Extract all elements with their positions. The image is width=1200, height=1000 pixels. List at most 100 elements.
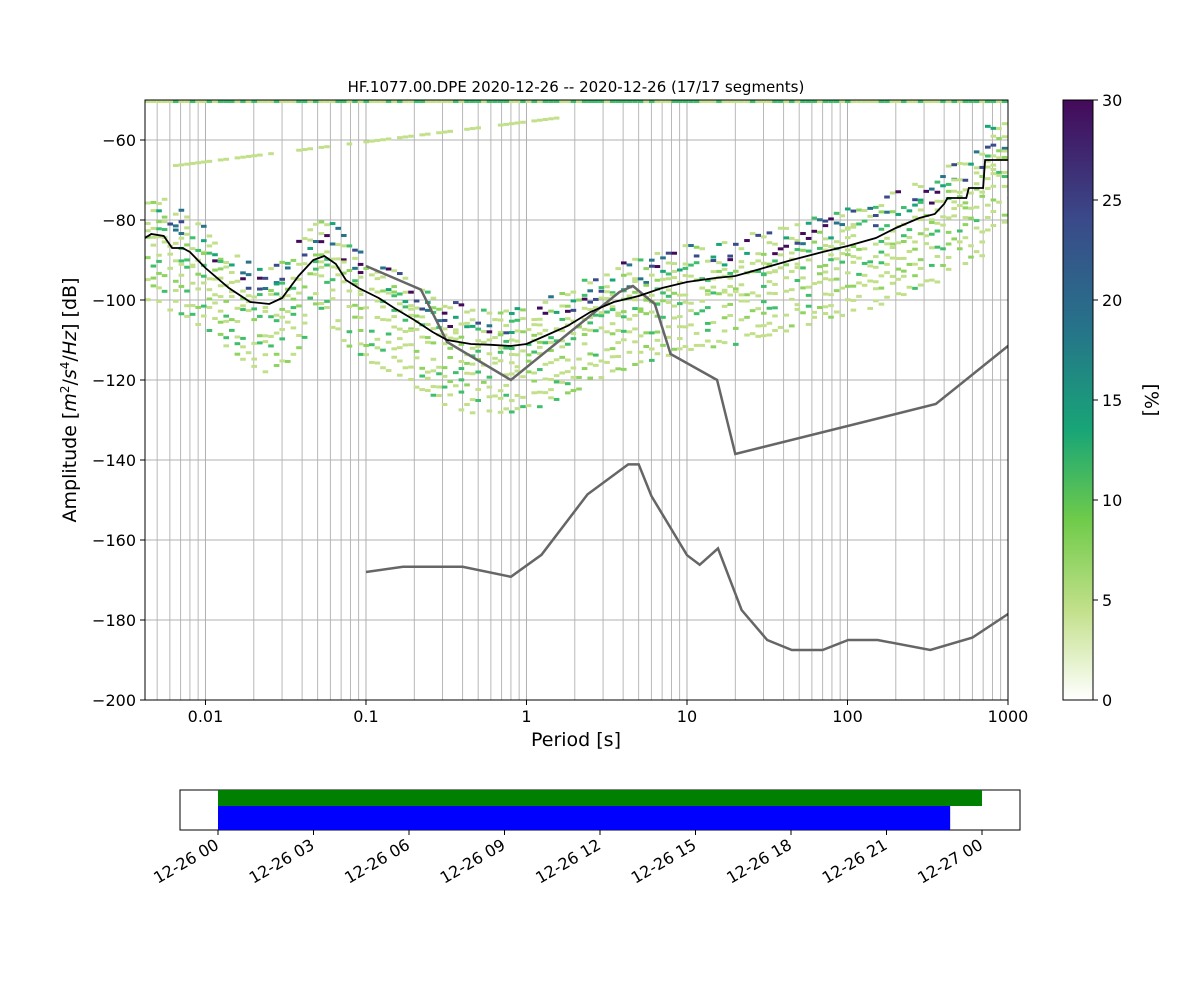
histogram-cell — [626, 330, 633, 334]
histogram-cell — [598, 311, 605, 315]
histogram-cell — [464, 383, 470, 387]
histogram-cell — [744, 239, 750, 243]
histogram-cell — [766, 280, 773, 284]
histogram-cell — [469, 318, 476, 322]
histogram-cell — [229, 263, 235, 267]
histogram-cell — [581, 333, 588, 337]
histogram-cell — [789, 236, 795, 240]
histogram-cell — [156, 202, 162, 206]
histogram-cell — [324, 100, 330, 103]
histogram-cell — [212, 268, 218, 272]
histogram-cell — [906, 209, 913, 213]
histogram-cell — [615, 100, 621, 103]
histogram-cell — [716, 242, 722, 246]
histogram-cell — [766, 333, 773, 337]
histogram-cell — [425, 376, 431, 380]
histogram-cell — [453, 301, 459, 305]
histogram-cell — [173, 228, 179, 232]
y-axis-ticks: −60 −80 −100 −120 −140 −160 −180 −200 — [92, 131, 145, 710]
histogram-cell — [604, 290, 610, 294]
histogram-cell — [245, 260, 252, 264]
histogram-cell — [374, 361, 381, 365]
histogram-cell — [565, 304, 571, 308]
histogram-cell — [973, 219, 980, 223]
histogram-cell — [721, 288, 728, 292]
histogram-cell — [665, 325, 672, 329]
histogram-cell — [346, 289, 353, 293]
histogram-cell — [884, 262, 890, 266]
histogram-cell — [845, 248, 851, 252]
histogram-cell — [772, 270, 778, 274]
histogram-cell — [217, 320, 224, 324]
histogram-cell — [850, 298, 857, 302]
histogram-cell — [861, 261, 868, 265]
histogram-cell — [783, 329, 789, 333]
histogram-cell — [733, 269, 739, 273]
histogram-cell — [481, 380, 487, 384]
histogram-cell — [178, 208, 185, 212]
histogram-cell — [979, 174, 985, 178]
histogram-cell — [805, 249, 812, 253]
histogram-cell — [665, 100, 672, 103]
histogram-cell — [901, 256, 907, 260]
histogram-cell — [173, 164, 179, 168]
histogram-cell — [811, 240, 817, 244]
histogram-cell — [660, 269, 666, 273]
histogram-cell — [570, 332, 577, 336]
histogram-cell — [268, 315, 274, 319]
histogram-cell — [341, 260, 347, 264]
histogram-cell — [604, 310, 610, 314]
histogram-cell — [828, 100, 834, 103]
histogram-cell — [335, 273, 341, 277]
histogram-cell — [184, 314, 190, 318]
histogram-cell — [867, 279, 873, 283]
histogram-cell — [296, 100, 302, 103]
histogram-cell — [509, 410, 515, 414]
histogram-cell — [649, 273, 655, 277]
histogram-cell — [313, 292, 319, 296]
histogram-cell — [889, 246, 896, 250]
histogram-cell — [996, 173, 1002, 177]
histogram-cell — [430, 393, 437, 397]
histogram-cell — [408, 134, 414, 138]
histogram-cell — [357, 292, 364, 296]
histogram-cell — [458, 378, 465, 382]
histogram-cell — [912, 198, 918, 202]
histogram-cell — [217, 309, 224, 313]
histogram-cell — [464, 361, 470, 365]
histogram-cell — [475, 126, 481, 130]
histogram-cell — [329, 100, 336, 103]
histogram-cell — [509, 352, 515, 356]
histogram-cell — [637, 350, 644, 354]
histogram-cell — [895, 190, 901, 194]
histogram-cell — [525, 100, 532, 103]
histogram-cell — [380, 266, 386, 270]
histogram-cell — [441, 402, 448, 406]
histogram-cell — [783, 276, 789, 280]
histogram-cell — [693, 331, 700, 335]
histogram-cell — [397, 327, 403, 331]
histogram-cell — [951, 189, 957, 193]
histogram-cell — [486, 330, 493, 334]
histogram-cell — [324, 263, 330, 267]
histogram-cell — [324, 223, 330, 227]
histogram-cell — [878, 227, 885, 231]
histogram-cell — [453, 331, 459, 335]
histogram-cell — [419, 374, 425, 378]
histogram-cell — [873, 265, 879, 269]
histogram-cell — [710, 270, 717, 274]
histogram-cell — [145, 256, 151, 260]
histogram-cell — [537, 352, 543, 356]
histogram-cell — [783, 263, 789, 267]
histogram-cell — [402, 305, 409, 309]
histogram-cell — [441, 385, 448, 389]
histogram-cell — [716, 339, 722, 343]
histogram-cell — [940, 223, 946, 227]
histogram-cell — [805, 322, 812, 326]
histogram-cell — [861, 100, 868, 103]
histogram-cell — [257, 293, 263, 297]
histogram-cell — [408, 100, 414, 103]
histogram-cell — [884, 210, 890, 214]
histogram-cell — [632, 327, 638, 331]
histogram-cell — [251, 318, 257, 322]
